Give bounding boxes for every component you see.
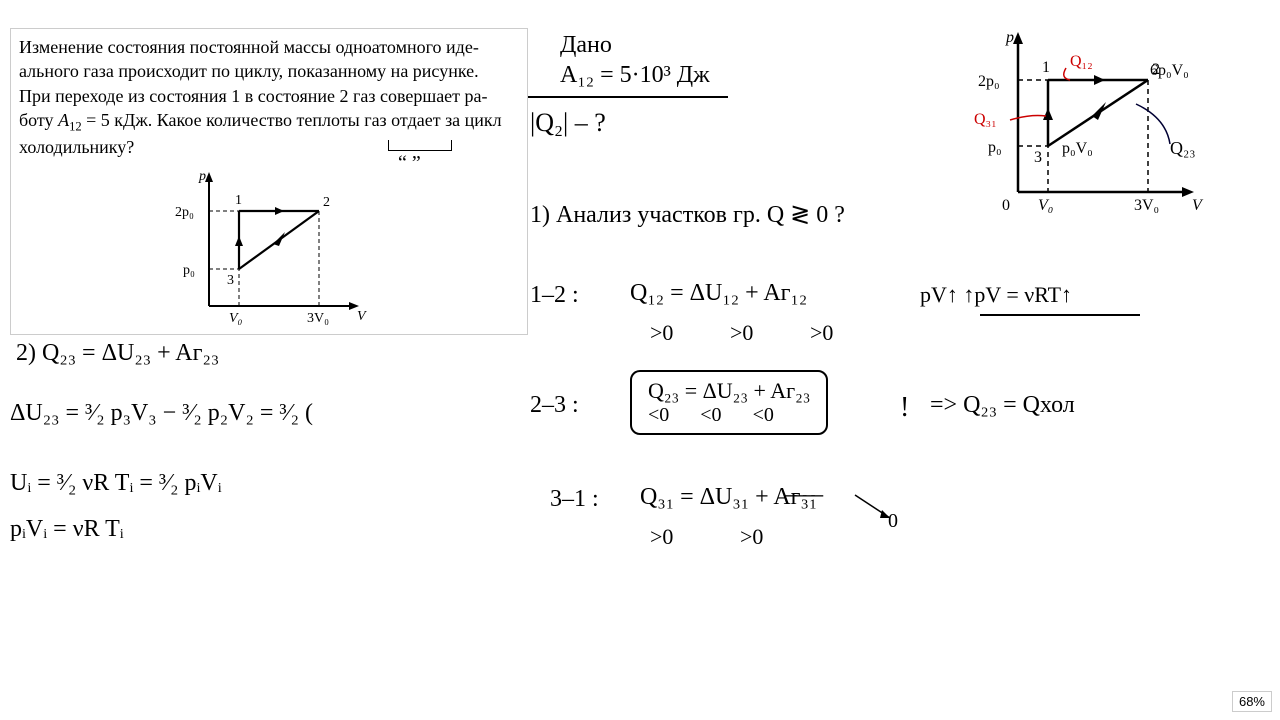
step2-eq: 2) Q₂₃ = ΔU₂₃ + Aг₂₃ — [16, 340, 219, 367]
seg23-box: Q₂₃ = ΔU₂₃ + Aг₂₃ <0 <0 <0 — [630, 370, 828, 435]
problem-var-A: A — [58, 110, 69, 130]
seg23-conclusion: => Q₂₃ = Qхол — [930, 392, 1075, 419]
zoom-indicator: 68% — [1232, 691, 1272, 712]
seg12-sign-3: >0 — [810, 320, 833, 346]
svg-text:3: 3 — [1034, 149, 1042, 166]
pv-rt-eq: pᵢVᵢ = νR Tᵢ — [10, 516, 124, 543]
svg-text:V₀: V₀ — [229, 311, 243, 326]
dano-heading: Дано — [560, 32, 612, 59]
seg23-sign-1: <0 — [648, 404, 669, 426]
seg23-eq: Q₂₃ = ΔU₂₃ + Aг₂₃ — [648, 378, 810, 404]
seg31-sign-2: >0 — [740, 524, 763, 550]
note-p0v0: p₀V₀ — [1062, 140, 1093, 158]
given-a12: A₁₂ = 5·10³ Дж — [560, 62, 710, 89]
svg-text:p₀: p₀ — [988, 139, 1002, 156]
problem-line-3: При переходе из состояния 1 в состояние … — [19, 86, 488, 106]
svg-text:2p₀: 2p₀ — [175, 205, 194, 220]
problem-pv-graph: p V 2p₀ p₀ V₀ 3V₀ 1 2 3 — [169, 166, 369, 326]
svg-text:1: 1 — [235, 193, 242, 208]
note-6p0v0: 6p₀V₀ — [1150, 62, 1189, 80]
dU23-expansion: ΔU₂₃ = ³⁄₂ p₃V₃ − ³⁄₂ p₂V₂ = ³⁄₂ ( — [10, 400, 313, 427]
svg-text:Q₃₁: Q₃₁ — [974, 111, 997, 128]
seg12-sign-2: >0 — [730, 320, 753, 346]
seg23-label: 2–3 : — [530, 392, 579, 419]
svg-text:V: V — [1192, 197, 1204, 214]
problem-line-4a: боту — [19, 110, 58, 130]
svg-text:2: 2 — [323, 195, 330, 210]
seg31-eq: Q₃₁ = ΔU₃₁ + A̶г̶₃̶₁̶ — [640, 484, 817, 511]
seg31-zero: 0 — [888, 510, 898, 533]
svg-text:p: p — [1005, 29, 1014, 46]
svg-text:0: 0 — [1002, 197, 1010, 214]
problem-line-2: ального газа происходит по циклу, показа… — [19, 61, 479, 81]
seg12-label: 1–2 : — [530, 282, 579, 309]
quote-annotation: “ ” — [398, 152, 421, 175]
problem-statement-box: Изменение состояния постоянной массы одн… — [10, 28, 528, 335]
problem-line-4b: = 5 кДж. Какое количество теплоты газ от… — [82, 110, 502, 130]
seg12-sign-1: >0 — [650, 320, 673, 346]
problem-var-A-sub: 12 — [69, 119, 82, 133]
seg12-eq: Q₁₂ = ΔU₁₂ + Aг₁₂ — [630, 280, 807, 307]
svg-text:p₀: p₀ — [183, 263, 195, 278]
seg31-sign-1: >0 — [650, 524, 673, 550]
step1-heading: 1) Анализ участков гр. Q ≷ 0 ? — [530, 200, 845, 229]
axis-v-label: V — [357, 309, 367, 324]
svg-text:Q₁₂: Q₁₂ — [1070, 53, 1093, 70]
note-q23: Q₂₃ — [1170, 138, 1196, 159]
problem-line-5: холодильнику? — [19, 137, 134, 157]
svg-text:3: 3 — [227, 273, 234, 288]
pv-rt-note: pV↑ ↑pV = νRT↑ — [920, 282, 1072, 308]
bracket-annotation — [388, 140, 452, 151]
svg-text:1: 1 — [1042, 59, 1050, 76]
seg31-label: 3–1 : — [550, 486, 599, 513]
axis-p-label: p — [198, 169, 206, 184]
seg31-arrow-to-zero — [850, 490, 910, 530]
seg23-bang: ! — [900, 392, 909, 424]
Ui-formula: Uᵢ = ³⁄₂ νR Tᵢ = ³⁄₂ pᵢVᵢ — [10, 470, 222, 497]
svg-text:V₀: V₀ — [1038, 197, 1053, 214]
annotated-graph-box: p V 0 2p₀ p₀ V₀ 3V₀ 1 2 3 Q₁₂ Q₃₁ 6p₀V₀ … — [970, 24, 1210, 224]
find-q2: |Q₂| – ? — [530, 108, 606, 138]
seg23-sign-3: <0 — [753, 404, 774, 426]
seg23-sign-2: <0 — [700, 404, 721, 426]
problem-line-1: Изменение состояния постоянной массы одн… — [19, 37, 479, 57]
svg-text:3V₀: 3V₀ — [307, 311, 329, 326]
svg-text:3V₀: 3V₀ — [1134, 197, 1159, 214]
svg-text:2p₀: 2p₀ — [978, 73, 1000, 90]
dano-divider — [528, 96, 728, 98]
pv-rt-underline — [980, 314, 1140, 316]
annotated-pv-graph: p V 0 2p₀ p₀ V₀ 3V₀ 1 2 3 Q₁₂ Q₃₁ — [970, 24, 1210, 224]
